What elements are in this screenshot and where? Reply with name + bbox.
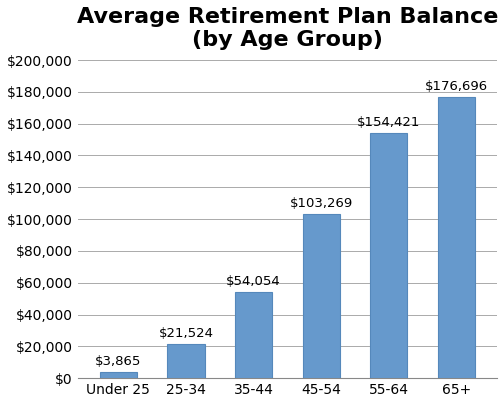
Text: $154,421: $154,421: [357, 116, 420, 128]
Title: Average Retirement Plan Balance
(by Age Group): Average Retirement Plan Balance (by Age …: [77, 7, 498, 50]
Text: $103,269: $103,269: [290, 197, 353, 210]
Text: $176,696: $176,696: [425, 80, 488, 93]
Bar: [235, 292, 272, 378]
Bar: [438, 97, 475, 378]
Text: $21,524: $21,524: [158, 327, 214, 340]
Bar: [100, 372, 137, 378]
Bar: [370, 133, 407, 378]
Text: $3,865: $3,865: [95, 355, 142, 368]
Text: $54,054: $54,054: [226, 275, 281, 288]
Bar: [167, 344, 205, 378]
Bar: [302, 214, 340, 378]
